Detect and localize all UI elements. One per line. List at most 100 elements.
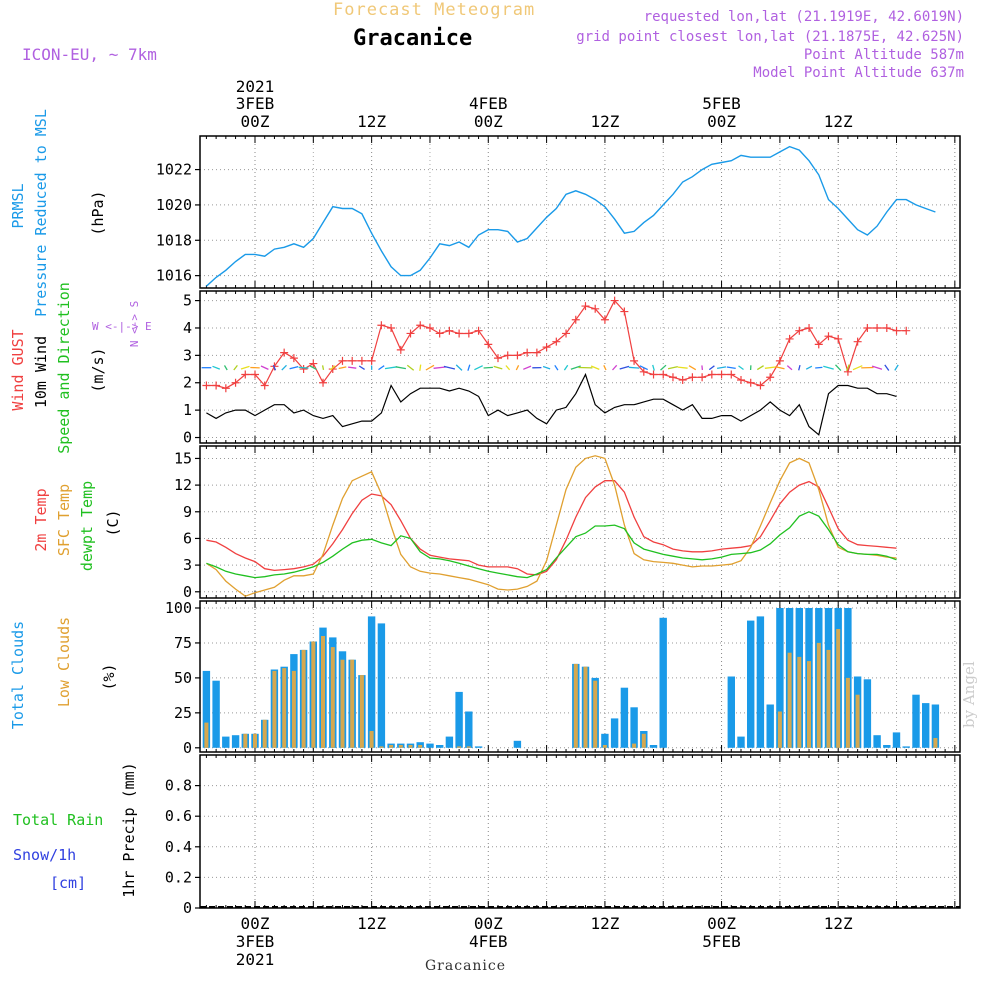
wind-direction-arrow bbox=[726, 366, 736, 370]
wind-direction-arrow bbox=[570, 365, 581, 370]
wind-direction-arrow bbox=[738, 365, 744, 371]
y-tick-label: 5 bbox=[183, 292, 192, 310]
y-tick-label: 1 bbox=[183, 401, 192, 419]
total-rain-label: Total Rain bbox=[13, 811, 103, 829]
bottom-axis-date: 4FEB bbox=[469, 932, 508, 951]
wind-direction-arrow bbox=[846, 364, 850, 372]
wind-gust-point bbox=[513, 351, 522, 360]
wind-direction-arrow bbox=[612, 364, 618, 371]
wind-direction-arrow bbox=[419, 364, 422, 371]
wind-direction-arrow bbox=[523, 365, 532, 370]
wind-direction-arrow bbox=[212, 365, 221, 370]
total-cloud-bar bbox=[649, 745, 658, 748]
low-cloud-bar bbox=[807, 661, 811, 748]
total-cloud-bar bbox=[873, 735, 881, 748]
bottom-axis-time: 12Z bbox=[824, 914, 853, 933]
wind-gust-point bbox=[873, 323, 882, 332]
wind-gust-point bbox=[698, 373, 707, 382]
wind-direction-arrow bbox=[823, 365, 834, 370]
top-axis-date: 3FEB bbox=[236, 94, 275, 113]
wind-direction-arrow bbox=[590, 365, 600, 371]
wind-gust-point bbox=[649, 370, 658, 379]
wind-gust-point bbox=[416, 321, 425, 330]
total-cloud-bar bbox=[231, 735, 240, 748]
total-cloud-bar bbox=[601, 733, 609, 748]
y-tick-label: 1020 bbox=[156, 196, 192, 214]
wind-gust-point bbox=[562, 329, 571, 338]
wind-gust-point bbox=[474, 326, 483, 335]
panel-frame bbox=[199, 754, 961, 909]
wind-gust-point bbox=[338, 356, 347, 365]
wind-gust-point bbox=[892, 326, 901, 335]
pressure-line bbox=[205, 145, 936, 287]
low-cloud-bar bbox=[845, 677, 850, 748]
low-cloud-bar bbox=[816, 642, 821, 748]
total-cloud-bar bbox=[912, 694, 920, 748]
wind-gust-point bbox=[668, 373, 677, 382]
wind-gust-point bbox=[600, 315, 609, 324]
wind-gust-point bbox=[824, 332, 833, 341]
low-clouds-label: Low Clouds bbox=[55, 617, 73, 707]
wind-gust-point bbox=[756, 381, 765, 390]
low-cloud-bar bbox=[282, 668, 287, 748]
low-cloud-bar bbox=[632, 743, 637, 748]
wind-direction-arrow bbox=[281, 364, 287, 371]
wind-gust-point bbox=[357, 356, 366, 365]
wind-gust-point bbox=[882, 323, 891, 332]
wind-gust-point bbox=[620, 307, 629, 316]
low-cloud-bar bbox=[583, 666, 588, 748]
low-cloud-bar bbox=[243, 733, 248, 748]
y-tick-label: 2 bbox=[183, 374, 192, 392]
chart-title: Forecast Meteogram bbox=[333, 0, 536, 20]
total-cloud-bar bbox=[474, 746, 483, 748]
wind-direction-arrow bbox=[815, 366, 823, 369]
pressure-unit: (hPa) bbox=[89, 190, 107, 235]
wind-gust-point bbox=[795, 326, 804, 335]
low-cloud-bar bbox=[204, 722, 209, 748]
low-cloud-bar bbox=[311, 641, 316, 748]
wind-direction-arrow bbox=[884, 364, 890, 371]
total-cloud-bar bbox=[620, 687, 629, 748]
total-cloud-bar bbox=[776, 608, 784, 748]
low-cloud-bar bbox=[826, 649, 831, 748]
wind-direction-arrow bbox=[298, 366, 309, 369]
top-axis-time: 12Z bbox=[824, 112, 853, 131]
y-tick-label: 25 bbox=[174, 704, 192, 722]
total-clouds-label: Total Clouds bbox=[9, 621, 27, 729]
wind-gust-point bbox=[814, 340, 823, 349]
wind-gust-point bbox=[299, 365, 308, 374]
bottom-axis-date: 3FEB bbox=[236, 932, 275, 951]
total-cloud-bar bbox=[922, 703, 930, 748]
wind-direction-arrow bbox=[639, 365, 648, 371]
wind-gust-point bbox=[834, 334, 843, 343]
low-cloud-bar bbox=[787, 652, 792, 748]
requested-coords: requested lon,lat (21.1919E, 42.6019N) bbox=[643, 9, 964, 25]
low-cloud-bar bbox=[350, 659, 355, 748]
wind-gust-point bbox=[377, 321, 386, 330]
wind-direction-arrow bbox=[289, 365, 299, 370]
wind-direction-arrow bbox=[677, 366, 688, 369]
wind-gust-point bbox=[241, 370, 250, 379]
wind-direction-arrow bbox=[348, 366, 357, 369]
wind-direction-arrow bbox=[433, 366, 446, 369]
wind-direction-arrow bbox=[233, 364, 238, 371]
wind-gust-point bbox=[737, 376, 745, 385]
wind-gust-point bbox=[581, 302, 590, 311]
y-tick-label: 1016 bbox=[156, 267, 192, 285]
wind-direction-arrow bbox=[660, 364, 667, 371]
wind-gust-point bbox=[260, 381, 269, 390]
bottom-axis-time: 00Z bbox=[707, 914, 736, 933]
y-tick-label: 0.8 bbox=[165, 777, 192, 795]
y-tick-label: 0.6 bbox=[165, 807, 192, 825]
bottom-station-label: Gracanice bbox=[425, 958, 507, 974]
wind-direction-arrow bbox=[805, 365, 813, 370]
wind-speed-line bbox=[206, 372, 897, 436]
y-tick-label: 75 bbox=[174, 634, 192, 652]
point-altitude: Point Altitude 587m bbox=[803, 47, 964, 63]
top-axis-date: 5FEB bbox=[702, 94, 741, 113]
wind-gust-point bbox=[464, 329, 473, 338]
total-cloud-bar bbox=[610, 718, 619, 748]
wind-direction-arrow bbox=[260, 365, 269, 370]
panel-frame bbox=[199, 135, 961, 289]
